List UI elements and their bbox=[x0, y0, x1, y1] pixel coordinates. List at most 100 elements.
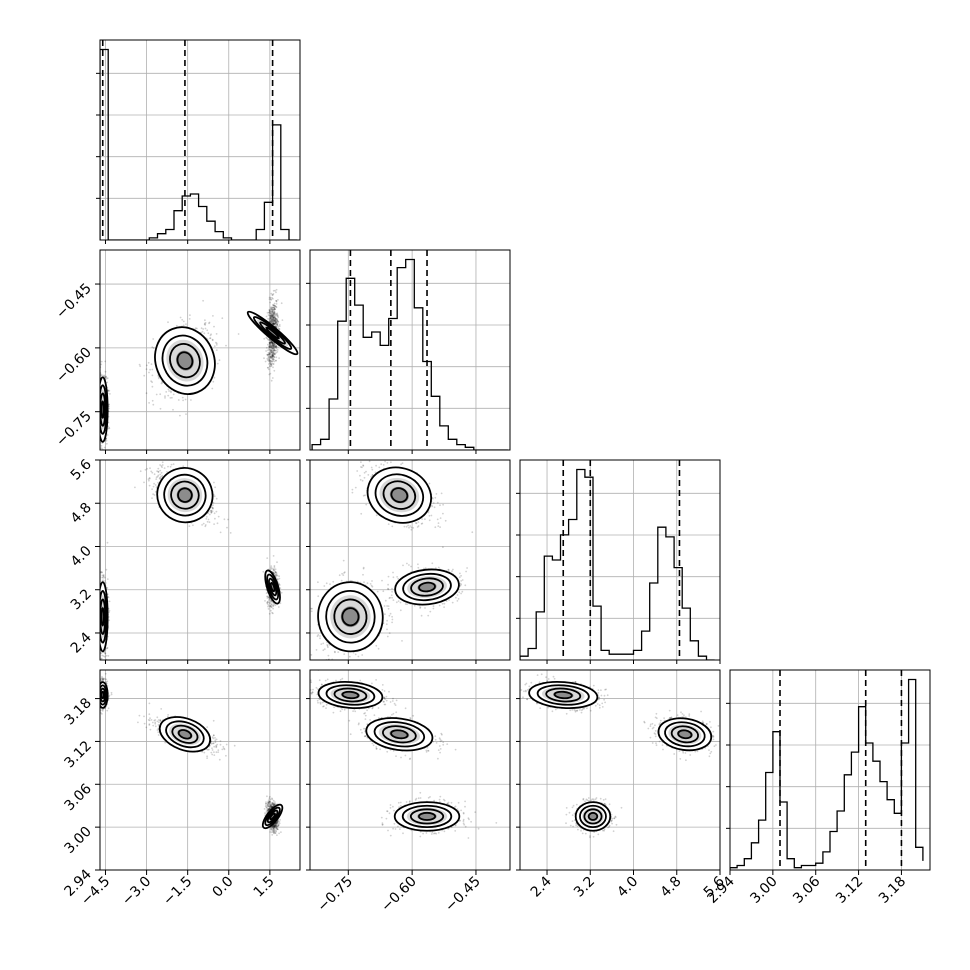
scatter-point bbox=[275, 300, 278, 303]
scatter-point bbox=[342, 559, 345, 562]
scatter-point bbox=[269, 568, 272, 571]
scatter-point bbox=[157, 377, 160, 380]
scatter-point bbox=[269, 310, 271, 313]
scatter-point bbox=[275, 306, 278, 309]
scatter-point bbox=[273, 345, 275, 347]
scatter-point bbox=[274, 344, 277, 347]
scatter-point bbox=[270, 363, 272, 366]
scatter-point bbox=[387, 588, 390, 591]
scatter-point bbox=[327, 646, 329, 649]
scatter-point bbox=[153, 473, 156, 476]
scatter-point bbox=[272, 355, 274, 357]
scatter-point bbox=[270, 605, 273, 608]
scatter-point bbox=[272, 303, 274, 306]
scatter-point bbox=[98, 596, 100, 598]
scatter-point bbox=[323, 648, 326, 650]
scatter-point bbox=[97, 395, 99, 397]
scatter-point bbox=[98, 618, 100, 620]
scatter-point bbox=[271, 354, 274, 357]
scatter-point bbox=[106, 587, 109, 589]
scatter-point bbox=[271, 315, 273, 318]
scatter-point bbox=[274, 322, 277, 325]
scatter-point bbox=[270, 344, 272, 347]
scatter-point bbox=[97, 631, 99, 633]
scatter-point bbox=[151, 471, 154, 474]
scatter-point bbox=[273, 316, 276, 319]
scatter-point bbox=[154, 491, 157, 493]
scatter-point bbox=[138, 363, 141, 366]
scatter-point bbox=[98, 609, 100, 611]
scatter-point bbox=[272, 347, 275, 350]
scatter-point bbox=[266, 600, 269, 603]
scatter-point bbox=[211, 387, 214, 390]
hist-grid-0 bbox=[100, 40, 300, 240]
scatter-point bbox=[152, 485, 155, 488]
scatter-point bbox=[267, 352, 270, 354]
scatter-point bbox=[274, 320, 277, 323]
scatter-point bbox=[98, 603, 100, 605]
scatter-point bbox=[276, 320, 279, 322]
scatter-point bbox=[273, 314, 276, 317]
scatter-point bbox=[96, 609, 98, 611]
scatter-point bbox=[267, 348, 270, 350]
scatter-point bbox=[397, 600, 400, 602]
scatter-point bbox=[276, 351, 279, 353]
scatter-point bbox=[276, 323, 278, 326]
scatter-point bbox=[100, 571, 103, 574]
scatter-point bbox=[271, 320, 274, 323]
scatter-point bbox=[269, 345, 272, 348]
grid-layer bbox=[100, 40, 930, 871]
scatter-point bbox=[95, 628, 97, 630]
scatter-point bbox=[273, 568, 275, 570]
scatter-point bbox=[273, 345, 276, 348]
scatter-point bbox=[310, 654, 313, 656]
scatter-point bbox=[272, 322, 275, 324]
scatter-point bbox=[271, 345, 273, 348]
scatter-point bbox=[98, 635, 100, 637]
scatter-point bbox=[192, 524, 194, 527]
scatter-point bbox=[177, 399, 180, 401]
hist-grid-1 bbox=[310, 250, 510, 450]
scatter-point bbox=[105, 375, 107, 378]
scatter-point bbox=[272, 352, 275, 354]
scatter-point bbox=[274, 319, 277, 322]
scatter-point bbox=[270, 313, 273, 316]
scatter-point bbox=[148, 371, 150, 374]
scatter-point bbox=[272, 357, 274, 359]
scatter-point bbox=[273, 345, 276, 348]
scatter-point bbox=[274, 320, 277, 322]
scatter-point bbox=[270, 565, 273, 567]
scatter-point bbox=[376, 590, 379, 593]
scatter-point bbox=[272, 304, 275, 307]
scatter-point bbox=[274, 322, 277, 325]
scatter-point bbox=[274, 321, 277, 324]
scatter-point bbox=[208, 322, 210, 325]
scatter-point bbox=[101, 654, 104, 657]
scatter-point bbox=[269, 361, 271, 363]
scatter-point bbox=[276, 321, 278, 324]
scatter-point bbox=[108, 403, 110, 406]
scatter-point bbox=[273, 306, 276, 309]
scatter-point bbox=[271, 355, 273, 358]
scatter-point bbox=[363, 581, 365, 584]
scatter-point bbox=[157, 481, 160, 484]
scatter-point bbox=[97, 385, 99, 387]
scatter-point bbox=[274, 325, 277, 328]
scatter-point bbox=[211, 338, 214, 341]
scatter-point bbox=[355, 662, 357, 664]
scatter-point bbox=[104, 652, 106, 655]
scatter-point bbox=[269, 301, 271, 304]
scatter-point bbox=[102, 450, 104, 452]
scatter-point bbox=[270, 318, 273, 320]
scatter-point bbox=[271, 306, 274, 309]
scatter-point bbox=[98, 606, 100, 608]
scatter-point bbox=[226, 526, 228, 529]
scatter-point bbox=[272, 351, 275, 354]
scatter-point bbox=[273, 313, 275, 316]
scatter-point bbox=[108, 619, 111, 622]
scatter-point bbox=[270, 566, 272, 569]
scatter-point bbox=[204, 327, 207, 330]
scatter-point bbox=[271, 360, 273, 363]
scatter-point bbox=[304, 624, 306, 626]
